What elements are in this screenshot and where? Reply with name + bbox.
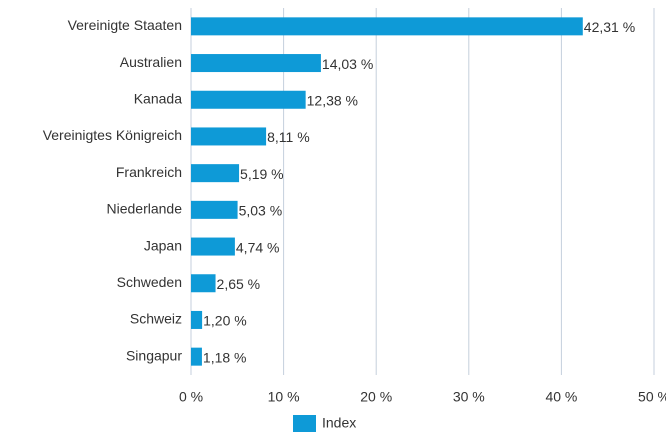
value-label: 42,31 %	[584, 19, 635, 35]
category-label: Niederlande	[107, 201, 183, 217]
value-label: 2,65 %	[217, 276, 261, 292]
bar	[191, 200, 238, 219]
category-label: Vereinigte Staaten	[68, 17, 182, 33]
x-tick-label: 30 %	[453, 389, 485, 405]
value-label: 5,03 %	[239, 203, 283, 219]
value-label: 5,19 %	[240, 166, 284, 182]
value-label: 1,18 %	[203, 349, 247, 365]
x-tick-label: 40 %	[545, 389, 577, 405]
bar	[191, 90, 306, 109]
x-tick-label: 0 %	[179, 389, 203, 405]
legend-swatch	[293, 415, 316, 432]
category-label: Vereinigtes Königreich	[43, 127, 182, 143]
bar	[191, 237, 235, 256]
bar	[191, 164, 240, 183]
category-label: Japan	[144, 237, 182, 253]
bar	[191, 347, 202, 366]
value-label: 14,03 %	[322, 56, 373, 72]
bar	[191, 127, 267, 146]
value-label: 1,20 %	[203, 313, 247, 329]
x-tick-label: 50 %	[638, 389, 666, 405]
value-label: 4,74 %	[236, 239, 280, 255]
x-tick-label: 10 %	[268, 389, 300, 405]
category-label: Frankreich	[116, 164, 182, 180]
value-label: 12,38 %	[307, 92, 358, 108]
category-label: Schweden	[117, 274, 182, 290]
category-label: Schweiz	[130, 311, 182, 327]
bar	[191, 17, 583, 36]
bar	[191, 54, 321, 73]
category-label: Kanada	[134, 90, 182, 106]
legend-label: Index	[322, 415, 356, 431]
value-label: 8,11 %	[267, 129, 310, 145]
bar	[191, 274, 216, 293]
category-label: Australien	[120, 54, 182, 70]
category-label: Singapur	[126, 347, 182, 363]
bar	[191, 310, 203, 329]
x-tick-label: 20 %	[360, 389, 392, 405]
